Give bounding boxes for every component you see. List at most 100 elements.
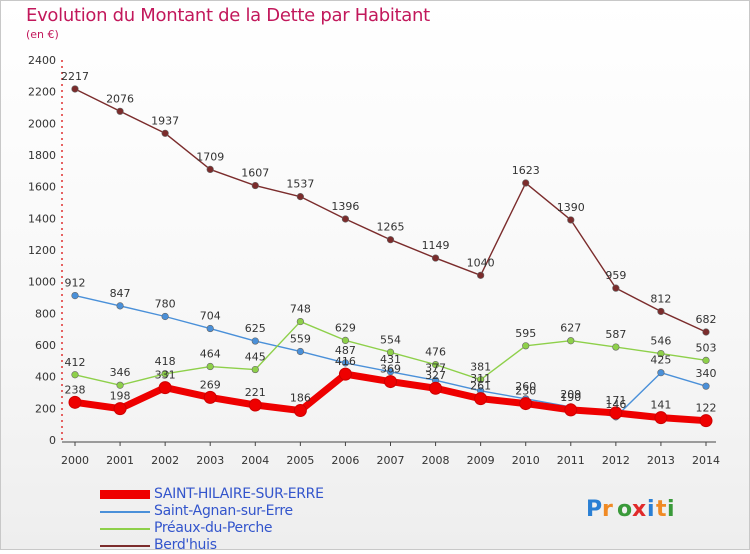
data-point [251,337,259,345]
data-point [567,337,575,345]
data-label: 146 [605,398,626,411]
data-point [296,193,304,201]
data-point [519,397,533,411]
data-point [477,376,485,384]
y-tick-label: 2000 [28,117,56,130]
data-point [71,292,79,300]
data-point [702,328,710,336]
x-tick-label: 2002 [151,454,179,467]
data-label: 780 [155,298,176,311]
legend-swatch [100,545,150,547]
data-point [71,371,79,379]
data-label: 230 [515,385,536,398]
data-label: 1607 [241,167,269,180]
legend-label: Saint-Agnan-sur-Erre [154,503,293,519]
data-label: 1149 [422,239,450,252]
data-label: 559 [290,332,311,345]
y-tick-label: 1400 [28,212,56,225]
data-point [386,348,395,356]
data-point [474,392,488,406]
data-label: 346 [110,366,131,379]
data-label: 340 [696,367,717,380]
data-label: 1709 [196,150,224,163]
data-point [158,381,172,395]
data-label: 425 [650,354,671,367]
data-label: 1937 [151,114,179,127]
data-label: 625 [245,322,266,335]
data-label: 1537 [286,178,314,191]
data-point [699,414,713,428]
data-point [429,381,443,395]
data-point [71,85,79,93]
data-point [567,216,575,224]
data-label: 2217 [61,70,89,83]
data-label: 198 [110,390,131,403]
data-label: 2076 [106,92,134,105]
data-point [702,356,710,364]
data-label: 377 [425,361,446,374]
data-point [386,236,395,244]
x-tick-label: 2001 [106,454,134,467]
x-tick-label: 2005 [286,454,314,467]
data-point [206,362,214,371]
data-label: 186 [290,392,311,405]
data-label: 912 [65,277,86,290]
data-point [564,403,578,417]
y-tick-label: 2400 [28,54,56,67]
data-point [251,181,259,190]
data-label: 418 [155,355,176,368]
data-point [116,302,124,310]
data-point [248,398,262,412]
data-label: 209 [560,388,581,401]
data-label: 1040 [467,256,495,269]
data-label: 238 [65,383,86,396]
data-label: 416 [335,355,356,368]
data-label: 431 [380,353,401,366]
y-tick-label: 1000 [28,276,56,289]
data-label: 221 [245,386,266,399]
y-tick-label: 400 [35,371,56,384]
data-point [657,369,665,377]
data-point [431,254,440,262]
data-label: 629 [335,321,356,334]
x-tick-label: 2004 [241,454,269,467]
data-label: 369 [380,363,401,376]
y-tick-label: 800 [35,307,56,320]
x-tick-label: 2010 [512,454,540,467]
data-label: 1265 [377,221,405,234]
data-point [206,165,214,174]
data-label: 327 [425,369,446,382]
data-point [609,406,623,420]
data-point [116,381,124,389]
y-tick-label: 1800 [28,149,56,162]
data-label: 959 [605,269,626,282]
x-tick-label: 2003 [196,454,224,467]
chart-subtitle: (en €) [26,28,59,41]
data-label: 190 [560,391,581,404]
data-label: 141 [650,399,671,412]
data-point [612,284,620,292]
data-label: 269 [200,378,221,391]
data-point [654,411,668,425]
data-point [161,370,169,378]
data-point [341,215,350,223]
data-label: 812 [650,292,671,305]
data-point [657,307,665,316]
data-point [702,382,710,390]
data-label: 1623 [512,164,540,177]
chart-title: Evolution du Montant de la Dette par Hab… [26,5,430,26]
data-point [522,342,530,350]
data-label: 260 [515,380,536,393]
data-label: 546 [650,335,671,348]
data-point [161,129,169,137]
logo-letter: i [667,497,675,522]
data-point [113,402,127,416]
y-tick-label: 1600 [28,181,56,194]
series-layer [68,85,713,428]
data-label: 627 [560,322,581,335]
x-tick-label: 2011 [557,454,585,467]
data-label: 503 [696,341,717,354]
data-point [477,271,485,279]
